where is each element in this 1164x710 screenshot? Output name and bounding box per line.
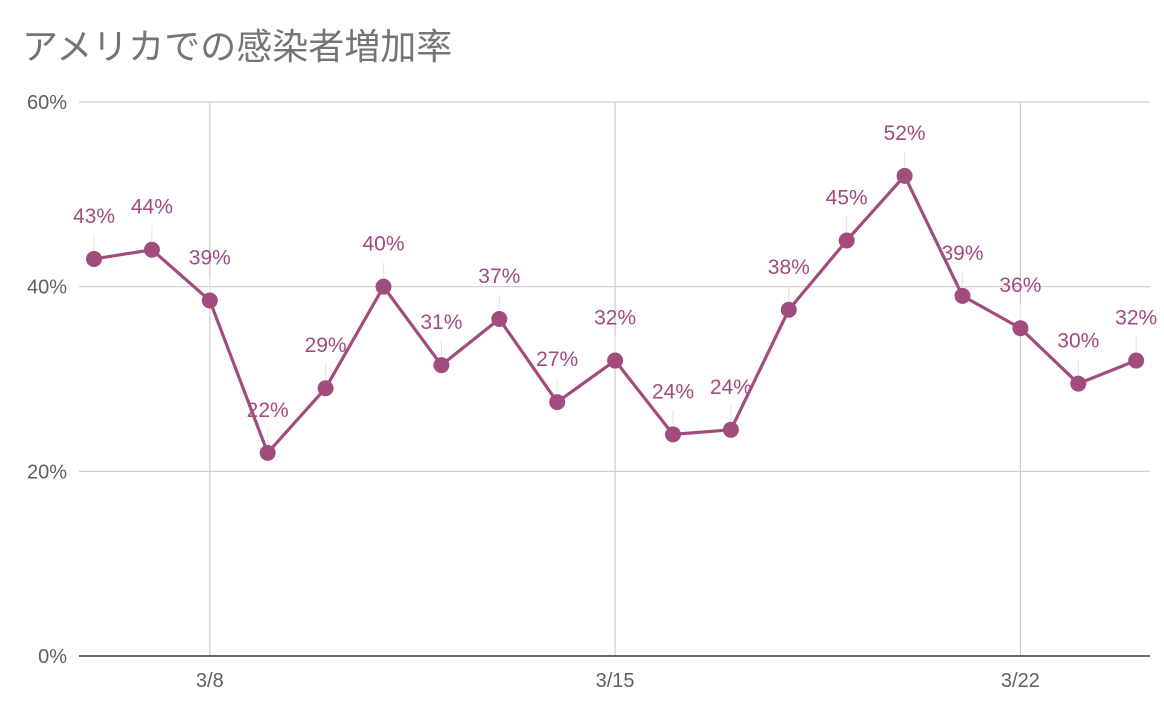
data-point [1070, 375, 1087, 392]
data-label: 22% [247, 399, 289, 422]
data-point [1128, 352, 1145, 369]
data-label: 30% [1057, 330, 1099, 353]
y-tick-label: 0% [38, 646, 67, 668]
data-label: 39% [189, 247, 231, 270]
data-point [722, 421, 739, 438]
data-point [375, 278, 392, 295]
axes: 0% 20% 40% 60% 3/8 3/15 3/22 [27, 92, 1150, 692]
data-label: 32% [594, 307, 636, 330]
data-label: 43% [73, 205, 115, 228]
data-point [838, 232, 855, 249]
data-label: 31% [420, 311, 462, 334]
data-label: 40% [362, 233, 404, 256]
y-tick-label: 40% [27, 277, 67, 299]
y-tick-label: 20% [27, 461, 67, 483]
data-label: 32% [1115, 307, 1157, 330]
y-tick-label: 60% [27, 92, 67, 114]
data-labels: 43% 44% 39% 22% 29% 40% 31% 37% 27% 32% 24% 24% 38% 4… [73, 122, 1157, 444]
data-label: 36% [999, 274, 1041, 297]
x-tick-label: 3/15 [596, 670, 635, 692]
data-label: 27% [536, 348, 578, 371]
data-label: 24% [710, 376, 752, 399]
data-point [954, 287, 971, 304]
data-label: 52% [884, 122, 926, 145]
x-tick-label: 3/22 [1001, 670, 1040, 692]
data-point [665, 426, 681, 443]
data-point [259, 444, 276, 461]
data-point [549, 394, 566, 411]
data-point [143, 241, 160, 258]
data-point [491, 310, 508, 327]
data-point [86, 250, 102, 267]
data-label: 44% [131, 196, 173, 219]
data-label: 24% [652, 380, 694, 403]
data-point [317, 380, 334, 397]
data-point [1012, 320, 1029, 337]
data-point [780, 301, 797, 318]
data-label: 29% [305, 334, 347, 357]
data-label: 45% [826, 187, 868, 210]
data-label: 39% [941, 242, 983, 265]
data-label: 37% [478, 265, 520, 288]
data-point [433, 357, 450, 374]
chart-title: アメリカでの感染者増加率 [22, 27, 453, 68]
data-point [201, 292, 218, 309]
data-label: 38% [768, 256, 810, 279]
series-layer [86, 167, 1145, 461]
data-point [896, 167, 913, 184]
data-point [607, 352, 624, 369]
grid-lines [79, 101, 1150, 656]
x-tick-label: 3/8 [196, 670, 224, 692]
